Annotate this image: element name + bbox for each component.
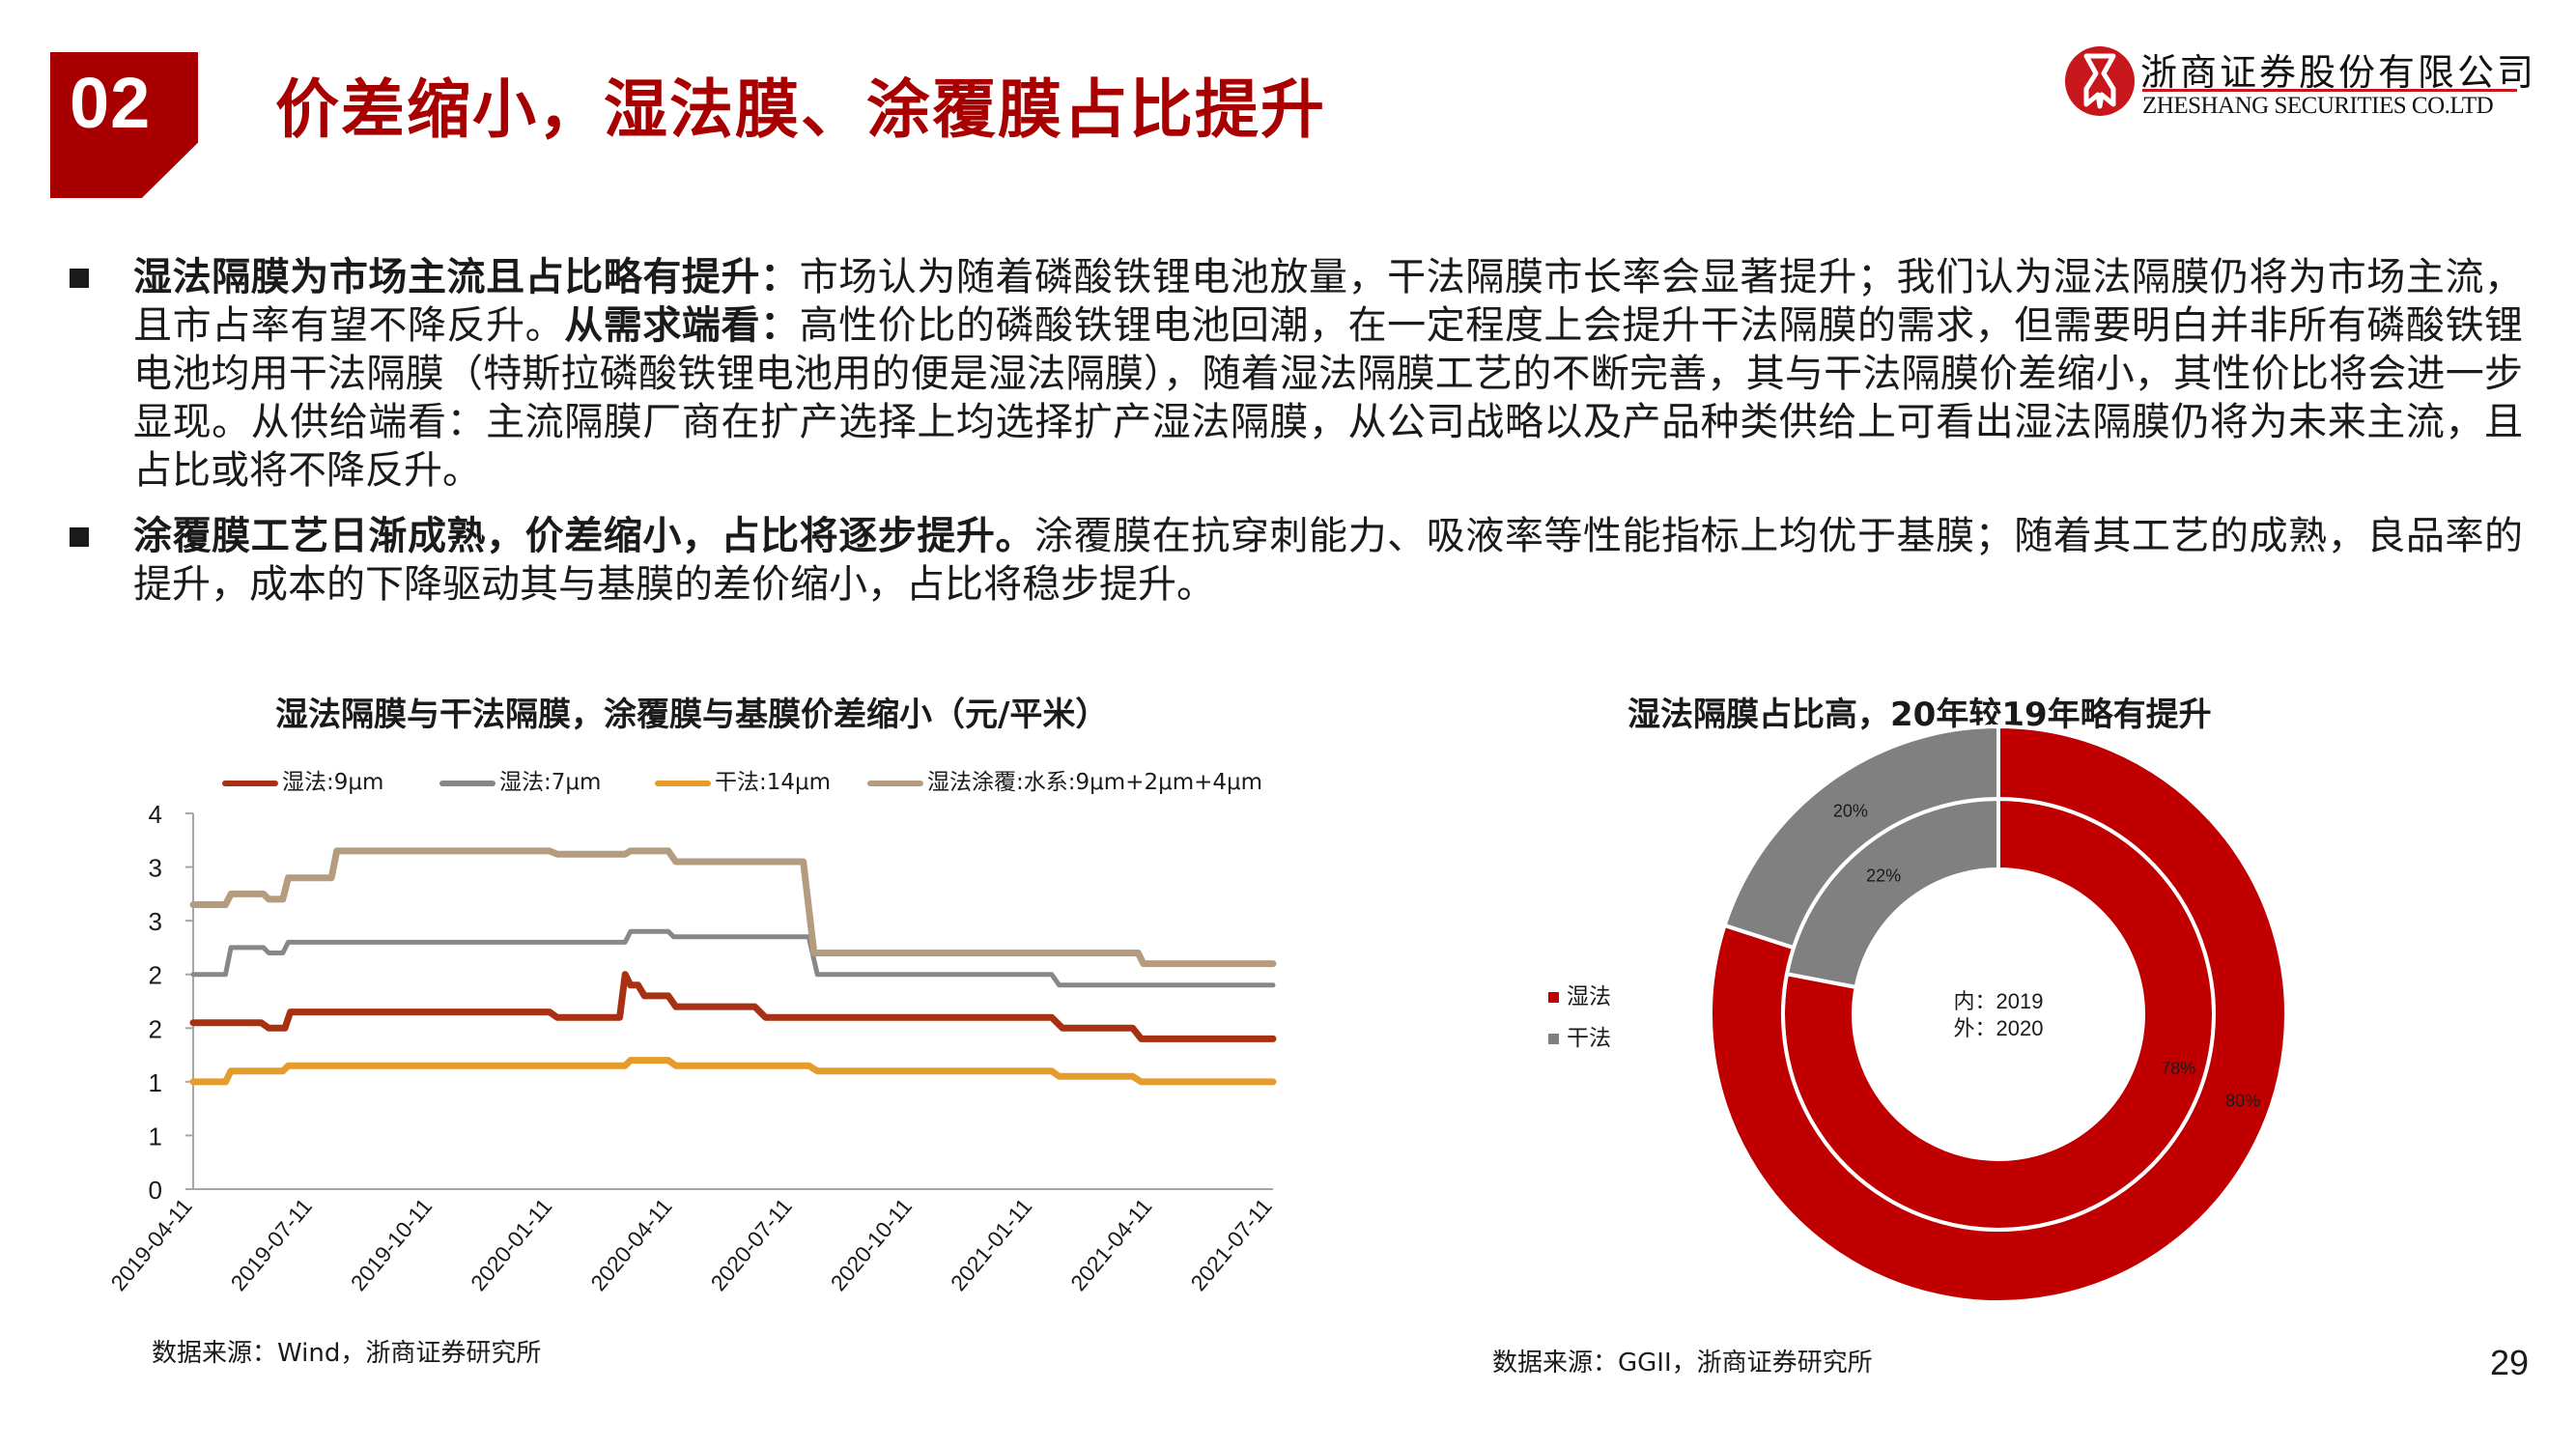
- x-tick-label: 2020-10-11: [826, 1194, 917, 1296]
- logo-emblem-icon: [2065, 46, 2135, 116]
- y-tick-label: 2: [149, 1014, 162, 1043]
- bullet-text: 市场认为随着磷酸铁锂电池放量，干法隔膜市长率会显著提升；我们认为湿法隔膜仍将为市…: [133, 255, 2524, 348]
- bullet-square-icon: [70, 527, 89, 547]
- y-tick-label: 0: [149, 1176, 162, 1205]
- donut-center-label-outer: 外：2020: [1954, 1016, 2044, 1040]
- bullet-text: 涂覆膜在抗穿刺能力、吸液率等性能指标上均优于基膜；随着其工艺的成熟，良品率的提升…: [133, 514, 2524, 607]
- legend-label: 湿法:9μm: [282, 770, 384, 795]
- bullet-item: 涂覆膜工艺日渐成熟，价差缩小，占比将逐步提升。涂覆膜在抗穿刺能力、吸液率等性能指…: [70, 512, 2523, 609]
- legend-label: 干法: [1567, 1026, 1611, 1051]
- donut-legend-item-wet: 湿法: [1548, 978, 1611, 1010]
- legend-swatch: [439, 780, 495, 786]
- line-chart-title: 湿法隔膜与干法隔膜，涂覆膜与基膜价差缩小（元/平米）: [275, 696, 1109, 734]
- bullet-item: 湿法隔膜为市场主流且占比略有提升：市场认为随着磷酸铁锂电池放量，干法隔膜市长率会…: [70, 253, 2523, 495]
- y-tick-label: 1: [149, 1068, 162, 1097]
- logo-name-en: ZHESHANG SECURITIES CO.LTD: [2142, 93, 2494, 119]
- x-tick-label: 2019-04-11: [105, 1194, 196, 1296]
- x-tick-label: 2020-01-11: [466, 1194, 556, 1296]
- logo-name-cn: 浙商证券股份有限公司: [2140, 51, 2537, 94]
- legend-label: 湿法:7μm: [499, 770, 602, 795]
- donut-center-label-inner: 内：2019: [1954, 989, 2044, 1013]
- line-series: [189, 971, 1277, 1042]
- donut-segment: [1709, 724, 2288, 1304]
- section-number: 02: [70, 63, 152, 143]
- bullet-text: 高性价比的磷酸铁锂电池回潮，在一定程度上会提升干法隔膜的需求，但需要明白并非所有…: [133, 303, 2524, 493]
- line-series: [190, 928, 1276, 988]
- legend-swatch: [222, 780, 278, 786]
- x-tick-label: 2021-04-11: [1065, 1194, 1156, 1296]
- donut-segment: [1722, 724, 2000, 951]
- donut-chart: 78% 22% 80% 20% 内：2019 外：2020: [1709, 724, 2288, 1304]
- y-tick-label: 1: [149, 1122, 162, 1151]
- y-tick-label: 2: [149, 961, 162, 990]
- line-series: [189, 1057, 1277, 1086]
- legend-swatch: [1548, 1034, 1559, 1044]
- legend-item: 干法:14μm: [655, 763, 831, 795]
- y-tick-label: 4: [149, 800, 162, 829]
- x-tick-label: 2020-04-11: [585, 1194, 676, 1296]
- x-tick-label: 2021-07-11: [1185, 1194, 1276, 1296]
- bullet-subheading: 从需求端看：: [564, 303, 800, 348]
- bullet-heading: 涂覆膜工艺日渐成熟，价差缩小，占比将逐步提升。: [133, 514, 1035, 558]
- page-number: 29: [2490, 1343, 2530, 1382]
- x-tick-label: 2021-01-11: [946, 1194, 1036, 1296]
- company-logo: 浙商证券股份有限公司 ZHESHANG SECURITIES CO.LTD: [2065, 39, 2534, 121]
- donut-value-label: 20%: [1833, 801, 1868, 820]
- y-tick-label: 3: [149, 854, 162, 883]
- legend-item: 湿法:7μm: [439, 763, 601, 795]
- legend-item: 湿法涂覆:水系:9μm+2μm+4μm: [867, 763, 1262, 795]
- page-title: 价差缩小，湿法膜、涂覆膜占比提升: [275, 72, 1326, 147]
- legend-label: 干法:14μm: [715, 770, 832, 795]
- legend-label: 湿法涂覆:水系:9μm+2μm+4μm: [927, 770, 1263, 795]
- line-chart: 0 1 1 2 2 3 3 4 2019-04-11 2019-07-11 2019-10-11 20…: [105, 800, 1277, 1296]
- donut-chart-source: 数据来源：GGII，浙商证券研究所: [1492, 1349, 1873, 1378]
- donut-value-label: 22%: [1866, 866, 1901, 885]
- legend-label: 湿法: [1567, 984, 1611, 1009]
- bullet-list: 湿法隔膜为市场主流且占比略有提升：市场认为随着磷酸铁锂电池放量，干法隔膜市长率会…: [70, 253, 2523, 626]
- legend-item: 湿法:9μm: [222, 763, 383, 795]
- bullet-square-icon: [70, 269, 89, 288]
- line-series: [189, 847, 1277, 968]
- section-number-badge: 02: [50, 52, 198, 198]
- bullet-heading: 湿法隔膜为市场主流且占比略有提升：: [133, 255, 800, 299]
- legend-swatch: [655, 780, 711, 786]
- donut-value-label: 78%: [2161, 1059, 2195, 1078]
- donut-legend-item-dry: 干法: [1548, 1019, 1611, 1052]
- donut-chart-title: 湿法隔膜占比高，20年较19年略有提升: [1628, 696, 2212, 734]
- donut-value-label: 80%: [2225, 1091, 2260, 1110]
- line-chart-source: 数据来源：Wind，浙商证券研究所: [152, 1339, 542, 1368]
- legend-swatch: [867, 780, 923, 786]
- x-tick-label: 2019-10-11: [346, 1194, 437, 1296]
- logo-divider: [2142, 89, 2517, 92]
- legend-swatch: [1548, 992, 1559, 1003]
- x-tick-label: 2020-07-11: [705, 1194, 796, 1296]
- y-tick-label: 3: [149, 907, 162, 936]
- x-tick-label: 2019-07-11: [226, 1194, 317, 1296]
